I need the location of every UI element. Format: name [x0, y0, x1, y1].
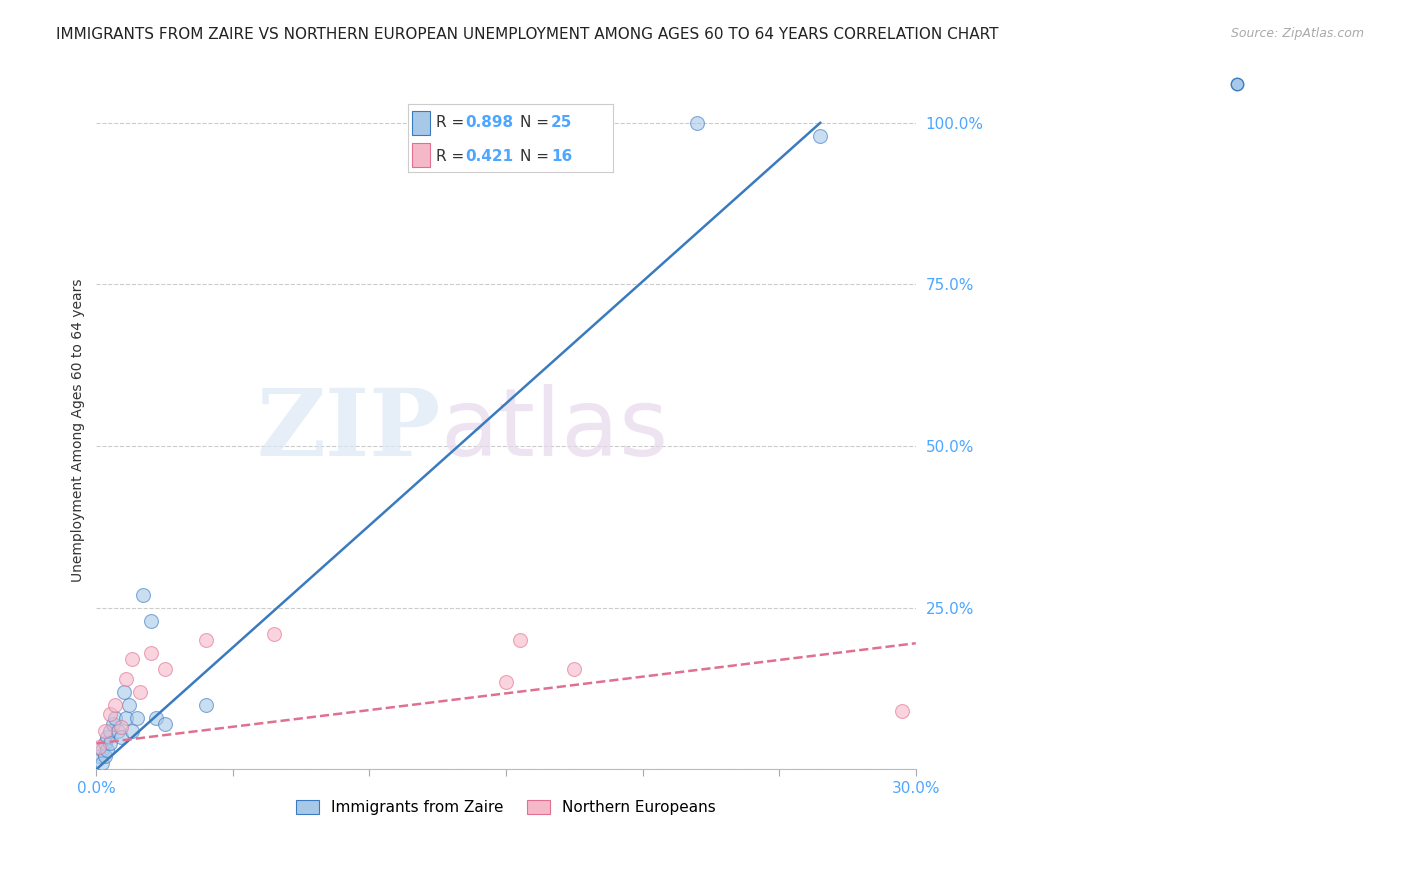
Point: [90, 756, 112, 770]
Point: [98, 707, 121, 722]
Point: [87, 749, 110, 764]
Point: [808, 128, 831, 143]
Point: [121, 723, 143, 738]
Point: [121, 652, 143, 666]
Point: [127, 710, 149, 724]
Point: [263, 626, 285, 640]
Point: [87, 739, 110, 754]
Point: [104, 698, 127, 712]
Point: [98, 723, 121, 738]
Point: [115, 710, 138, 724]
Text: atlas: atlas: [440, 384, 669, 476]
Point: [686, 116, 709, 130]
Point: [96, 730, 118, 744]
Point: [93, 736, 115, 750]
Point: [194, 633, 217, 648]
Point: [194, 698, 217, 712]
Point: [145, 710, 167, 724]
Point: [891, 704, 914, 718]
Point: [93, 749, 115, 764]
Point: [115, 672, 138, 686]
Point: [101, 717, 124, 731]
Point: [118, 698, 141, 712]
Y-axis label: Unemployment Among Ages 60 to 64 years: Unemployment Among Ages 60 to 64 years: [72, 278, 86, 582]
Text: IMMIGRANTS FROM ZAIRE VS NORTHERN EUROPEAN UNEMPLOYMENT AMONG AGES 60 TO 64 YEAR: IMMIGRANTS FROM ZAIRE VS NORTHERN EUROPE…: [56, 27, 998, 42]
Point: [139, 614, 162, 628]
Text: ZIP: ZIP: [256, 385, 440, 475]
Point: [495, 675, 517, 690]
Text: Source: ZipAtlas.com: Source: ZipAtlas.com: [1230, 27, 1364, 40]
Point: [98, 736, 121, 750]
Point: [104, 710, 127, 724]
Point: [509, 633, 531, 648]
Point: [93, 723, 115, 738]
Point: [153, 717, 176, 731]
Point: [132, 588, 155, 602]
Point: [96, 743, 118, 757]
Point: [90, 743, 112, 757]
Point: [139, 646, 162, 660]
Point: [564, 662, 586, 676]
Point: [112, 684, 135, 698]
Legend: Immigrants from Zaire, Northern Europeans: Immigrants from Zaire, Northern European…: [288, 792, 724, 822]
Point: [129, 684, 152, 698]
Point: [110, 720, 132, 734]
Point: [153, 662, 176, 676]
Point: [107, 723, 129, 738]
Point: [110, 730, 132, 744]
